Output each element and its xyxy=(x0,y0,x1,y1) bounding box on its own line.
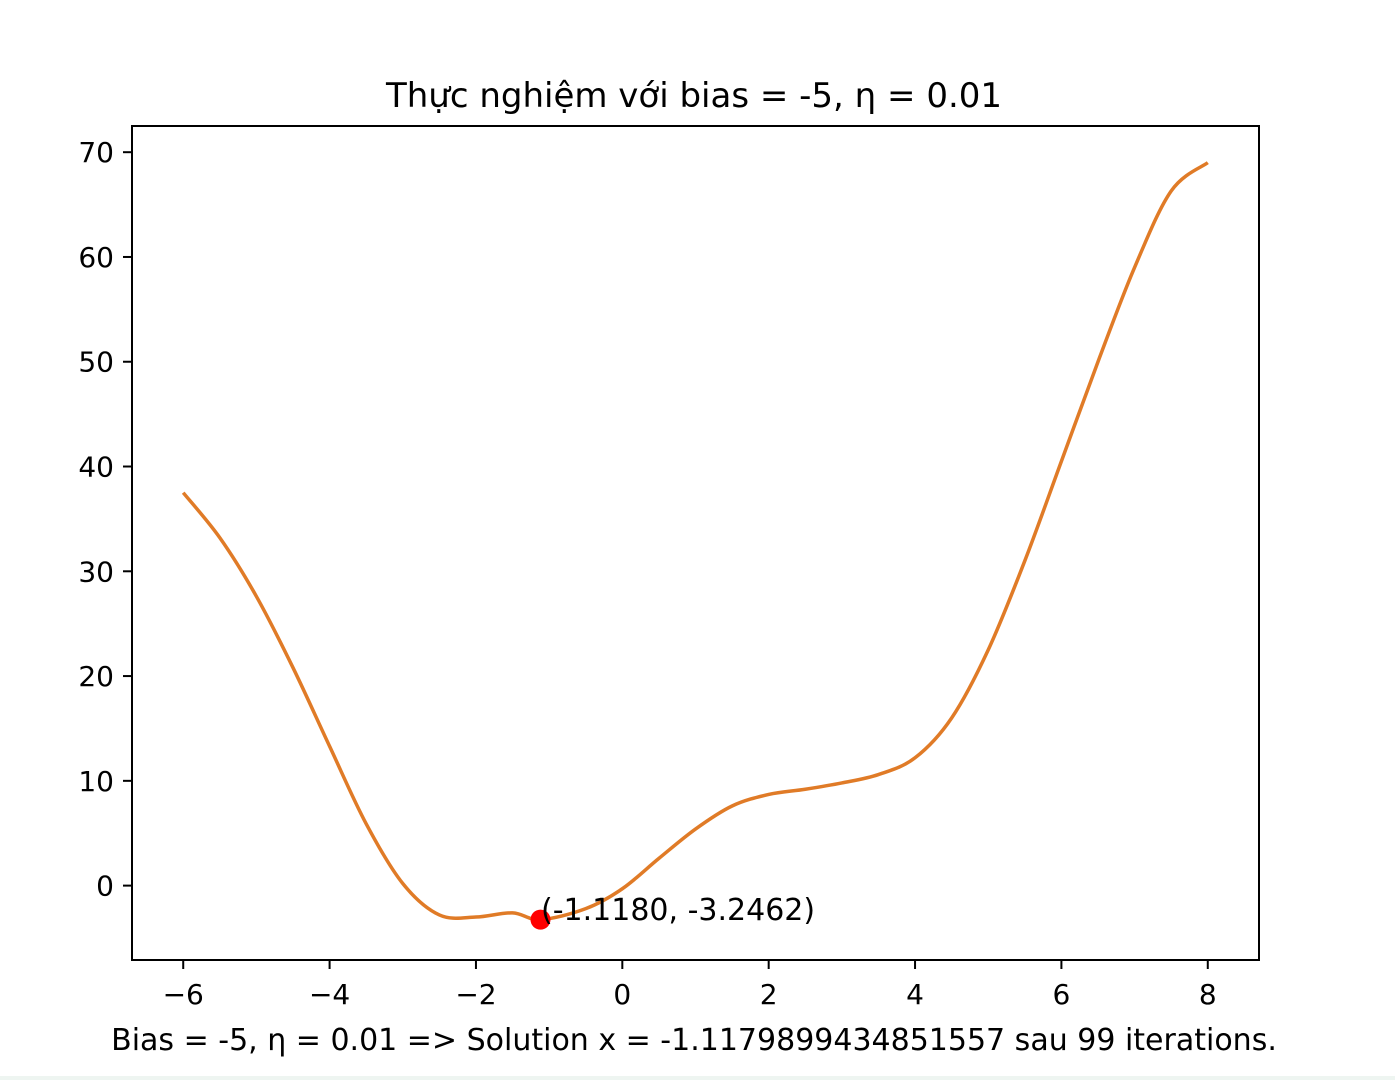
y-tick-label: 10 xyxy=(78,765,114,798)
y-tick-label: 0 xyxy=(96,870,114,903)
x-tick-label: 6 xyxy=(1052,978,1070,1011)
chart-title: Thực nghiệm với bias = -5, η = 0.01 xyxy=(385,76,1002,116)
y-tick-label: 50 xyxy=(78,346,114,379)
y-tick-label: 20 xyxy=(78,660,114,693)
x-tick-label: 0 xyxy=(613,978,631,1011)
x-tick-label: 2 xyxy=(760,978,778,1011)
x-tick-label: 8 xyxy=(1199,978,1217,1011)
y-tick-label: 60 xyxy=(78,241,114,274)
y-tick-label: 30 xyxy=(78,555,114,588)
y-tick-label: 40 xyxy=(78,451,114,484)
caption: Bias = -5, η = 0.01 => Solution x = -1.1… xyxy=(111,1023,1277,1058)
x-tick-label: −6 xyxy=(163,978,204,1011)
x-tick-label: −4 xyxy=(309,978,350,1011)
point-annotation: (-1.1180, -3.2462) xyxy=(541,893,815,928)
y-tick-label: 70 xyxy=(78,136,114,169)
x-tick-label: 4 xyxy=(906,978,924,1011)
bottom-strip xyxy=(0,1076,1395,1080)
x-tick-label: −2 xyxy=(455,978,496,1011)
